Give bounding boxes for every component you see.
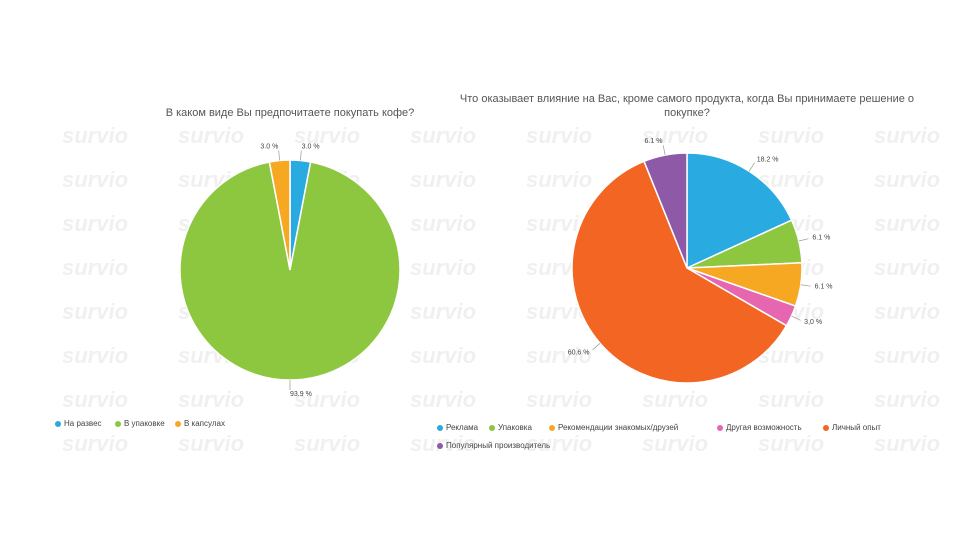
value-label: 60.6 %: [568, 349, 590, 356]
watermark: survio: [874, 387, 940, 412]
watermark: survio: [178, 387, 244, 412]
legend-swatch: [823, 425, 829, 431]
value-label: 6.1 %: [812, 235, 830, 242]
leader-line: [800, 284, 811, 287]
legend-swatch: [437, 425, 443, 431]
watermark: survio: [874, 343, 940, 368]
watermark: survio: [62, 123, 128, 148]
watermark: survio: [62, 343, 128, 368]
watermark: survio: [62, 299, 128, 324]
watermark: survio: [294, 431, 360, 456]
watermark: survio: [410, 211, 476, 236]
watermark: survio: [62, 167, 128, 192]
watermark: survio: [526, 167, 592, 192]
legend-swatch: [175, 421, 181, 427]
legend-label: Упаковка: [498, 423, 532, 432]
value-label: 3.0 %: [260, 143, 278, 150]
watermark: survio: [874, 211, 940, 236]
watermark: survio: [642, 387, 708, 412]
legend-label: Популярный производитель: [446, 441, 550, 450]
watermark: survio: [410, 167, 476, 192]
legend-label: В капсулах: [184, 419, 225, 428]
pie-slice: [179, 161, 401, 381]
legend-swatch: [549, 425, 555, 431]
value-label: 6.1 %: [645, 138, 663, 145]
watermark: survio: [62, 255, 128, 280]
watermark: survio: [874, 255, 940, 280]
watermark: survio: [874, 431, 940, 456]
watermark: survio: [410, 431, 476, 456]
legend-label: На развес: [64, 419, 102, 428]
legend-label: Рекомендации знакомых/друзей: [558, 423, 678, 432]
watermark: survio: [758, 431, 824, 456]
watermark: survio: [62, 387, 128, 412]
legend-swatch: [115, 421, 121, 427]
value-label: 6.1 %: [815, 284, 833, 291]
value-label: 3,0 %: [804, 319, 822, 326]
watermark: survio: [410, 387, 476, 412]
leader-line: [592, 343, 601, 351]
legend-label: В упаковке: [124, 419, 165, 428]
leader-line: [662, 145, 666, 156]
legend-label: Другая возможность: [726, 423, 802, 432]
watermark: survio: [294, 387, 360, 412]
watermark: survio: [642, 431, 708, 456]
legend-swatch: [437, 443, 443, 449]
value-label: 3.0 %: [302, 143, 320, 150]
value-label: 18.2 %: [757, 156, 779, 163]
leader-line: [791, 315, 801, 321]
value-label: 93.9 %: [290, 391, 312, 398]
watermark: survio: [410, 123, 476, 148]
watermark: survio: [642, 123, 708, 148]
watermark: survio: [526, 431, 592, 456]
leader-line: [278, 150, 280, 161]
legend-label: Реклама: [446, 423, 479, 432]
watermark: survio: [526, 387, 592, 412]
watermark: survio: [874, 299, 940, 324]
leader-line: [798, 238, 809, 242]
watermark: survio: [874, 167, 940, 192]
watermark: survio: [62, 431, 128, 456]
legend-swatch: [55, 421, 61, 427]
legend-swatch: [717, 425, 723, 431]
watermark: survio: [874, 123, 940, 148]
watermark: survio: [526, 343, 592, 368]
chart-title: Что оказывает влияние на Вас, кроме само…: [459, 93, 915, 119]
pie-slice: [686, 152, 793, 270]
leader-line: [748, 162, 755, 172]
watermark: survio: [758, 123, 824, 148]
watermark: survio: [410, 299, 476, 324]
legend-swatch: [489, 425, 495, 431]
leader-line: [300, 150, 302, 161]
watermark: survio: [758, 387, 824, 412]
watermark: survio: [410, 255, 476, 280]
watermark: survio: [294, 123, 360, 148]
watermark: survio: [178, 431, 244, 456]
chart-title: В каком виде Вы предпочитаете покупать к…: [165, 107, 415, 119]
watermark: survio: [526, 123, 592, 148]
watermark: survio: [178, 123, 244, 148]
pie-slice: [643, 152, 688, 269]
watermark: survio: [62, 211, 128, 236]
watermark: survio: [410, 343, 476, 368]
legend-label: Личный опыт: [832, 423, 881, 432]
pie-slice: [571, 160, 788, 384]
